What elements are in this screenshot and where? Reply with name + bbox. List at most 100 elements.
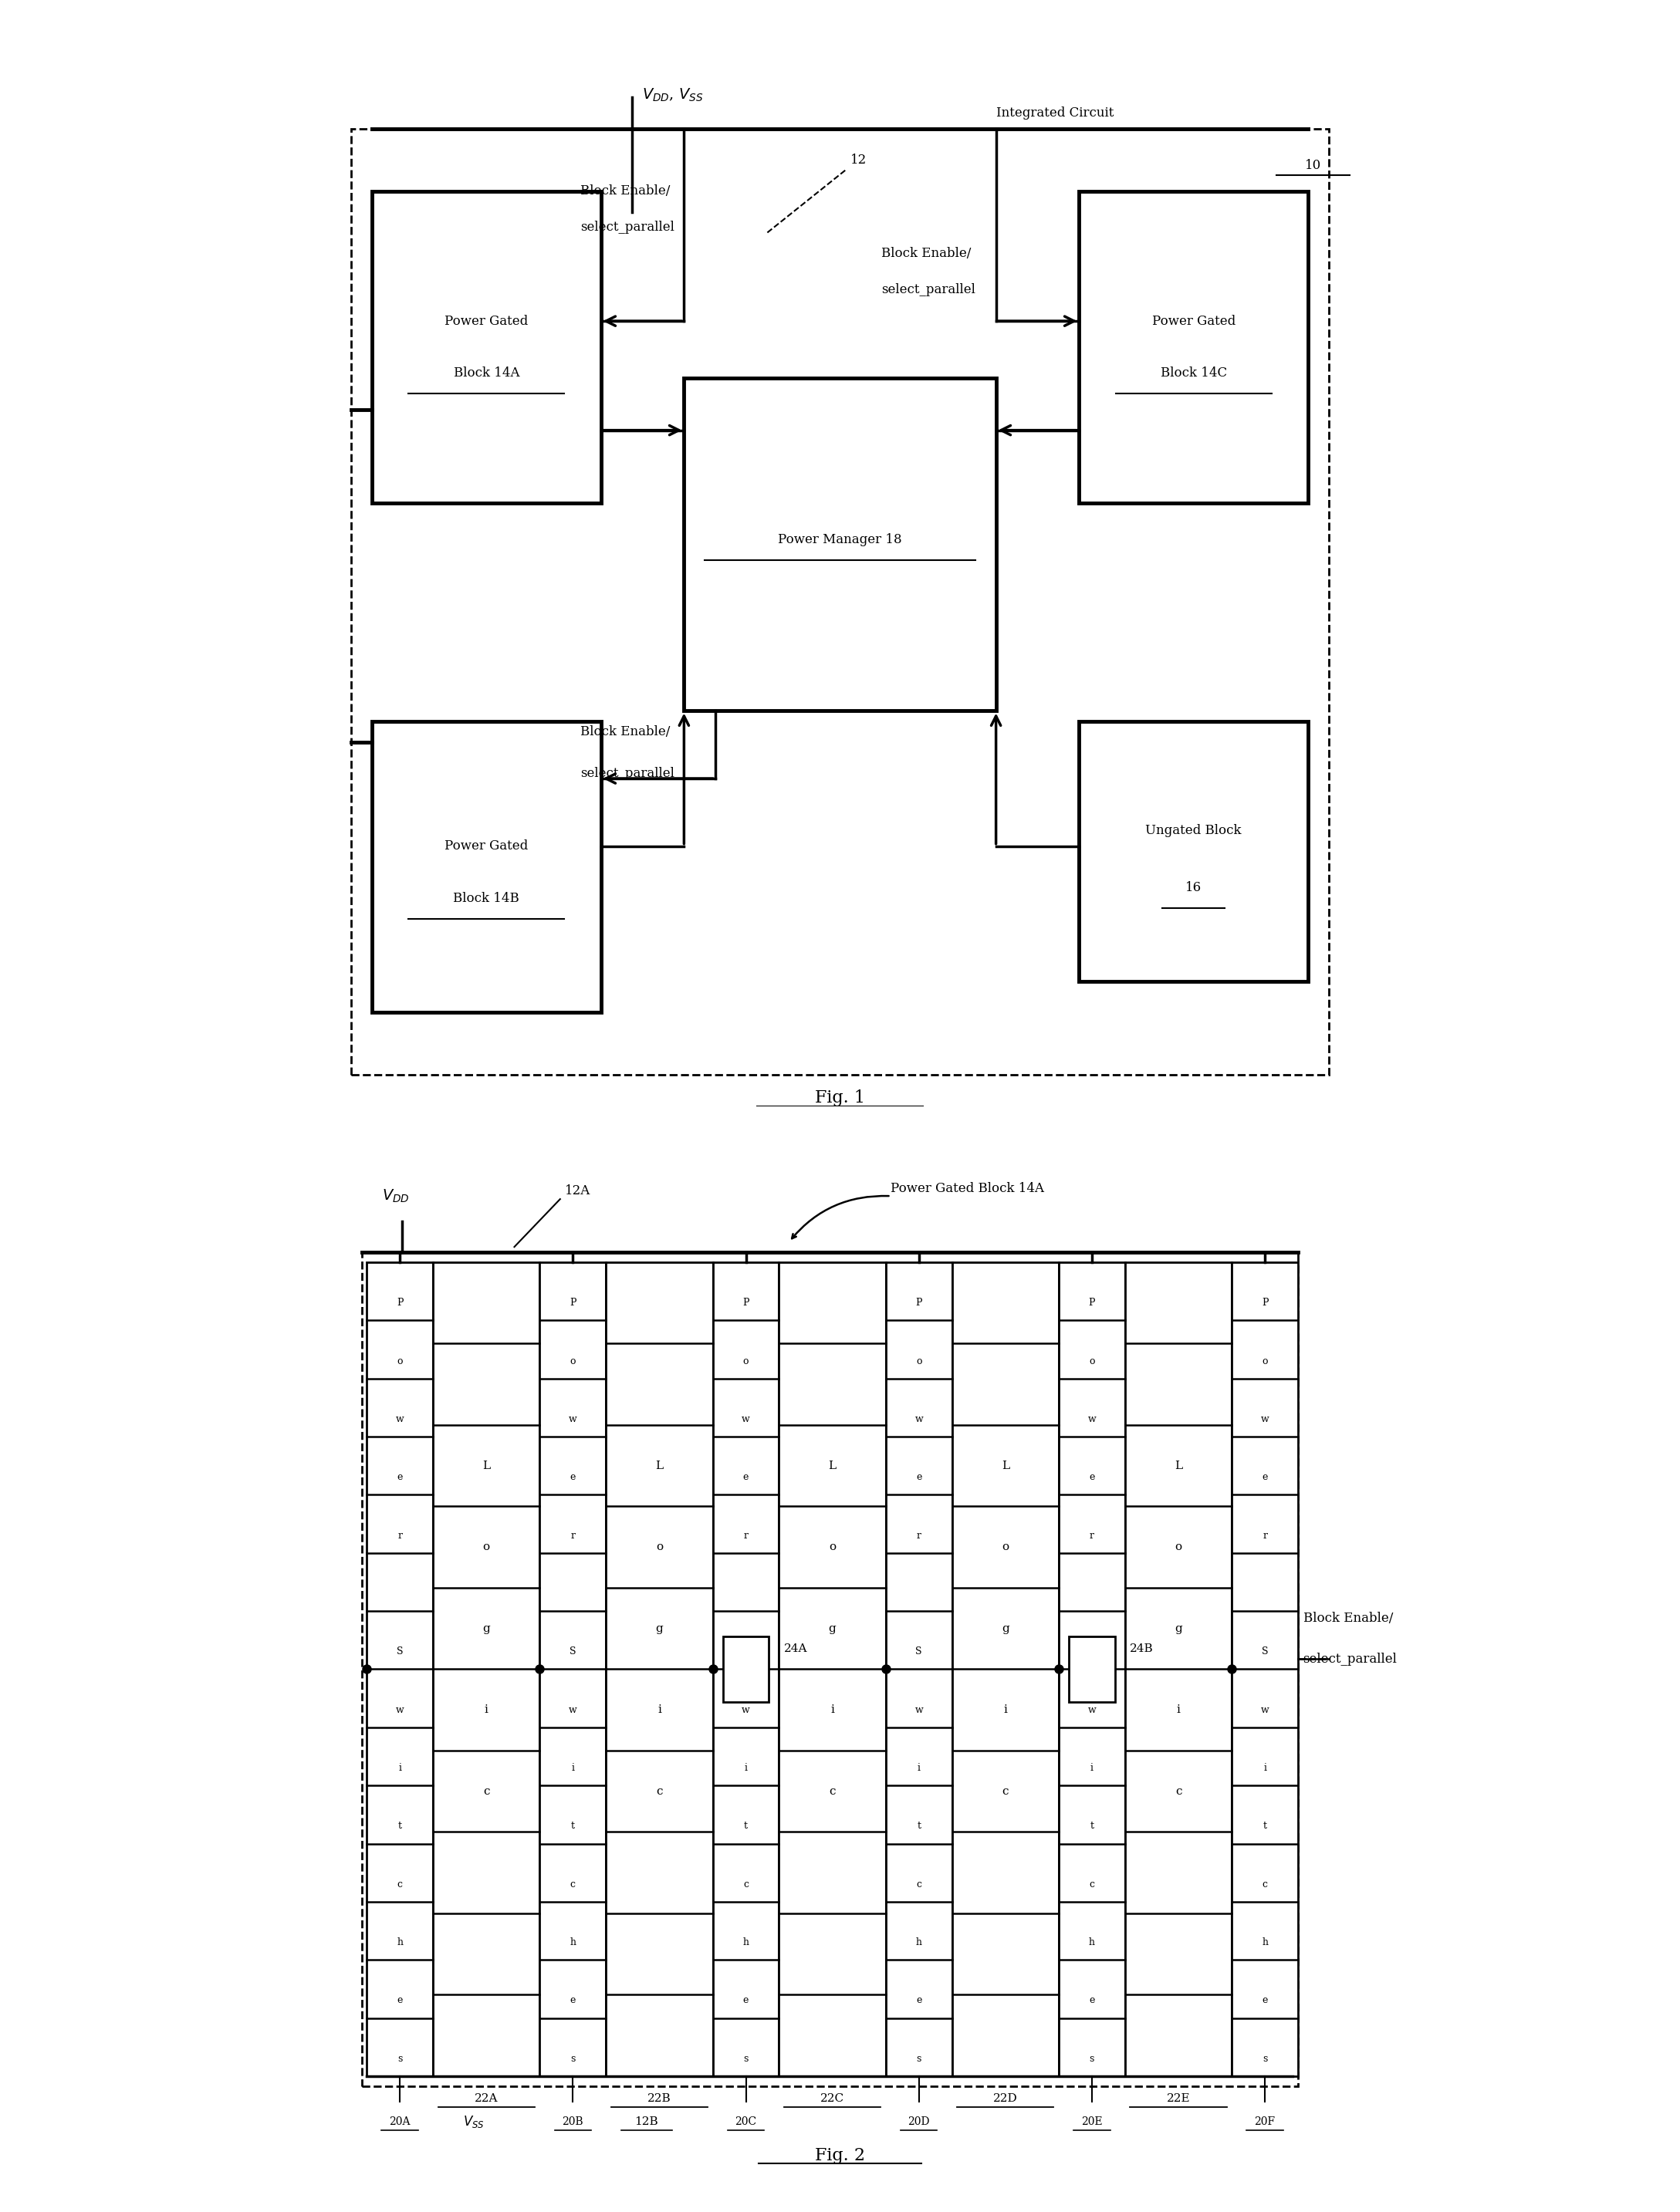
Text: 22B: 22B <box>647 2093 672 2104</box>
Text: c: c <box>484 1785 489 1796</box>
Text: t: t <box>917 1820 921 1832</box>
Text: L: L <box>828 1460 837 1471</box>
Bar <box>953 1263 1058 2077</box>
Text: L: L <box>1001 1460 1010 1471</box>
Text: $V_{DD}$, $V_{SS}$: $V_{DD}$, $V_{SS}$ <box>642 86 704 104</box>
Bar <box>722 1637 769 1703</box>
Bar <box>539 1263 606 2077</box>
Bar <box>1079 190 1309 502</box>
Bar <box>371 721 601 1013</box>
Text: s: s <box>571 2053 575 2064</box>
Text: e: e <box>916 1473 922 1482</box>
Text: t: t <box>571 1820 575 1832</box>
Bar <box>1068 1637 1116 1703</box>
Text: 12A: 12A <box>564 1183 591 1197</box>
Text: i: i <box>1176 1705 1181 1714</box>
Text: P: P <box>396 1298 403 1307</box>
Text: o: o <box>1262 1356 1268 1367</box>
Text: t: t <box>398 1820 402 1832</box>
Text: r: r <box>398 1531 402 1540</box>
Text: i: i <box>571 1763 575 1774</box>
Text: 20A: 20A <box>390 2117 410 2128</box>
Text: o: o <box>743 1356 749 1367</box>
Text: w: w <box>741 1705 749 1714</box>
Text: 20B: 20B <box>563 2117 583 2128</box>
Text: S: S <box>1262 1646 1268 1657</box>
Bar <box>885 1263 953 2077</box>
Bar <box>361 1252 1299 2086</box>
Text: e: e <box>1262 1473 1268 1482</box>
Text: o: o <box>1174 1542 1183 1553</box>
Text: w: w <box>1260 1705 1268 1714</box>
Text: L: L <box>482 1460 491 1471</box>
Text: g: g <box>1174 1624 1183 1635</box>
Text: $V_{SS}$: $V_{SS}$ <box>464 2115 484 2130</box>
Text: $V_{DD}$: $V_{DD}$ <box>381 1188 410 1203</box>
Bar <box>366 1263 433 2077</box>
Text: o: o <box>482 1542 491 1553</box>
Text: P: P <box>1262 1298 1268 1307</box>
Text: Power Gated: Power Gated <box>1152 314 1235 327</box>
Text: e: e <box>1089 1995 1095 2006</box>
Text: 22E: 22E <box>1166 2093 1189 2104</box>
Text: i: i <box>657 1705 662 1714</box>
Text: w: w <box>396 1413 403 1425</box>
Text: o: o <box>655 1542 664 1553</box>
Bar <box>371 190 601 502</box>
Text: Integrated Circuit: Integrated Circuit <box>996 106 1114 119</box>
Text: w: w <box>1260 1413 1268 1425</box>
Text: w: w <box>570 1413 576 1425</box>
Text: Block Enable/: Block Enable/ <box>882 248 971 261</box>
Text: Block 14C: Block 14C <box>1161 367 1226 380</box>
Text: e: e <box>570 1473 576 1482</box>
Text: i: i <box>484 1705 489 1714</box>
Text: Power Gated: Power Gated <box>445 841 528 852</box>
Text: s: s <box>916 2053 921 2064</box>
Text: o: o <box>396 1356 403 1367</box>
Text: Power Gated Block 14A: Power Gated Block 14A <box>890 1183 1045 1194</box>
Text: e: e <box>396 1473 403 1482</box>
Text: e: e <box>743 1995 749 2006</box>
Text: Power Gated: Power Gated <box>445 314 528 327</box>
Text: r: r <box>1090 1531 1094 1540</box>
Text: h: h <box>570 1938 576 1947</box>
Text: c: c <box>396 1880 403 1889</box>
Text: select_parallel: select_parallel <box>1304 1652 1398 1666</box>
Text: i: i <box>1003 1705 1008 1714</box>
Text: w: w <box>741 1413 749 1425</box>
Text: h: h <box>916 1938 922 1947</box>
Text: o: o <box>828 1542 837 1553</box>
Text: r: r <box>917 1531 921 1540</box>
Text: w: w <box>1087 1705 1095 1714</box>
Text: e: e <box>1089 1473 1095 1482</box>
Text: 24B: 24B <box>1131 1644 1154 1655</box>
Text: 12: 12 <box>850 153 867 166</box>
Text: r: r <box>571 1531 575 1540</box>
Text: 20D: 20D <box>907 2117 929 2128</box>
Text: select_parallel: select_parallel <box>882 283 976 296</box>
Bar <box>1079 721 1309 982</box>
Bar <box>1126 1263 1231 2077</box>
Text: t: t <box>1090 1820 1094 1832</box>
Text: 22C: 22C <box>820 2093 845 2104</box>
Text: w: w <box>914 1413 922 1425</box>
Text: i: i <box>1263 1763 1267 1774</box>
Text: Block Enable/: Block Enable/ <box>580 726 670 739</box>
Bar <box>606 1263 712 2077</box>
Text: 16: 16 <box>1186 880 1201 894</box>
Text: s: s <box>743 2053 748 2064</box>
Bar <box>780 1263 885 2077</box>
Bar <box>1231 1263 1299 2077</box>
Text: 20E: 20E <box>1082 2117 1102 2128</box>
Text: c: c <box>830 1785 835 1796</box>
Text: c: c <box>1001 1785 1008 1796</box>
Text: h: h <box>1262 1938 1268 1947</box>
Text: w: w <box>1087 1413 1095 1425</box>
Text: Fig. 1: Fig. 1 <box>815 1088 865 1106</box>
Text: c: c <box>657 1785 662 1796</box>
Text: o: o <box>916 1356 922 1367</box>
Bar <box>433 1263 539 2077</box>
Text: S: S <box>916 1646 922 1657</box>
Text: g: g <box>1001 1624 1010 1635</box>
Text: e: e <box>1262 1995 1268 2006</box>
